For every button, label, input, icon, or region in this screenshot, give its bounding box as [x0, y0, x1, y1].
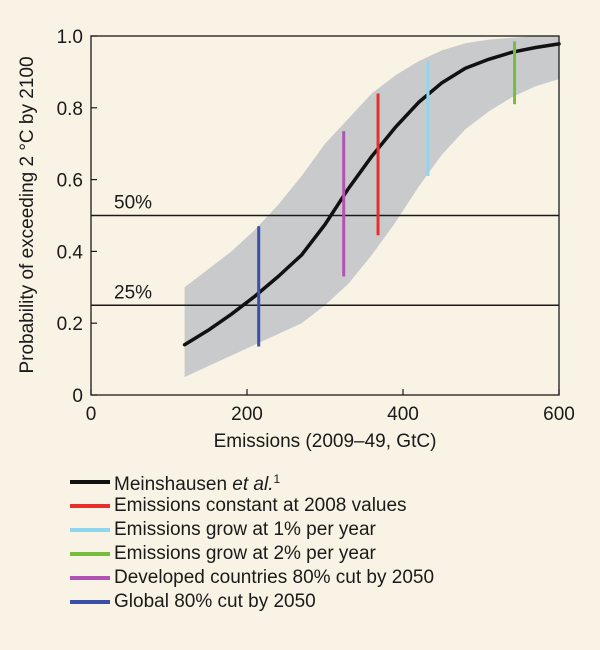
scenario-bars-layer [257, 41, 517, 347]
y-tick-label: 0.4 [57, 242, 84, 263]
legend-item-developed-80pct: Developed countries 80% cut by 2050 [70, 566, 590, 590]
legend-label-meinshausen: Meinshausen et al.1 [114, 467, 280, 497]
legend-label-global-80pct: Global 80% cut by 2050 [114, 591, 316, 612]
legend-swatch [70, 504, 110, 508]
legend-swatch [70, 528, 110, 532]
legend-swatch [70, 480, 110, 484]
uncertainty-band-layer [184, 36, 559, 378]
y-tick-label: 0.6 [57, 171, 83, 192]
y-axis-label: Probability of exceeding 2 °C by 2100 [17, 56, 38, 373]
legend-item-constant-2008: Emissions constant at 2008 values [70, 494, 590, 518]
plot-frame [90, 35, 560, 396]
legend-label-developed-80pct: Developed countries 80% cut by 2050 [114, 567, 435, 588]
tick-labels-layer: 0 200 400 600 0 0.2 0.4 0.6 0.8 1.0 [57, 27, 575, 425]
uncertainty-band [184, 36, 559, 378]
legend: Meinshausen et al.1 Emissions constant a… [70, 470, 590, 614]
meinshausen-curve [182, 42, 561, 347]
reference-line-label-50pct: 50% [114, 193, 152, 214]
x-axis-label: Emissions (2009–49, GtC) [214, 431, 437, 452]
legend-label-grow-1pct: Emissions grow at 1% per year [114, 519, 376, 540]
legend-item-global-80pct: Global 80% cut by 2050 [70, 590, 590, 614]
y-tick-label: 0 [72, 386, 83, 407]
x-tick-label: 0 [86, 404, 97, 425]
reference-lines-layer: 50% 25% [91, 193, 559, 306]
legend-italic-et-al: et al. [232, 474, 274, 495]
legend-item-meinshausen: Meinshausen et al.1 [70, 467, 590, 497]
legend-label-grow-2pct: Emissions grow at 2% per year [114, 543, 376, 564]
legend-swatch [70, 576, 110, 580]
x-tick-label: 600 [543, 404, 575, 425]
curve-layer [182, 42, 561, 347]
legend-swatch [70, 552, 110, 556]
y-tick-label: 1.0 [57, 27, 83, 48]
legend-label-constant-2008: Emissions constant at 2008 values [114, 495, 407, 516]
x-tick-label: 400 [387, 404, 419, 425]
tick-marks-layer [90, 35, 560, 396]
y-tick-label: 0.2 [57, 314, 83, 335]
legend-swatch [70, 600, 110, 604]
legend-item-grow-2pct: Emissions grow at 2% per year [70, 542, 590, 566]
legend-item-grow-1pct: Emissions grow at 1% per year [70, 518, 590, 542]
legend-citation: 1 [273, 472, 281, 486]
x-tick-label: 200 [231, 404, 263, 425]
legend-label-text: Meinshausen et al. [114, 474, 274, 495]
reference-line-label-25pct: 25% [114, 282, 152, 303]
y-tick-label: 0.8 [57, 99, 83, 120]
